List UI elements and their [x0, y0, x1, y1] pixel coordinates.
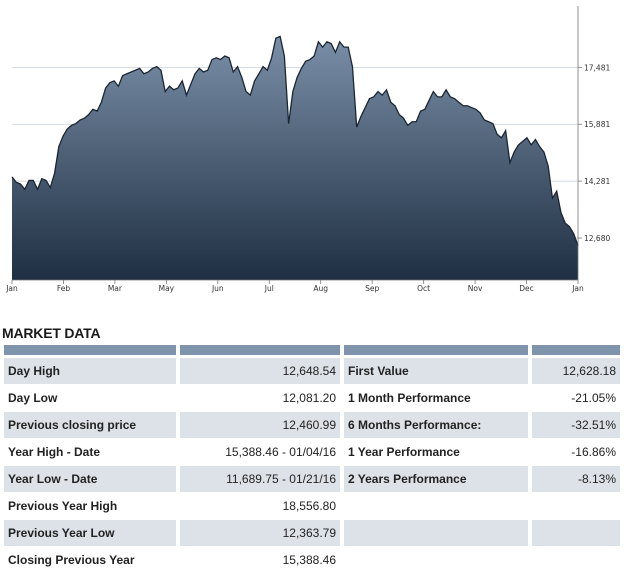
- row-value: 15,388.46 - 01/04/16: [180, 438, 340, 465]
- row-label: 1 Year Performance: [344, 438, 528, 465]
- x-tick-label: Jul: [264, 284, 274, 293]
- row-value: 12,628.18: [532, 357, 620, 384]
- row-value: -8.13%: [532, 465, 620, 492]
- row-label: 2 Years Performance: [344, 465, 528, 492]
- x-tick-label: Dec: [519, 284, 534, 293]
- y-tick-label: 15,881: [584, 120, 610, 129]
- market-data-title: MARKET DATA: [2, 325, 101, 341]
- price-chart-svg: 17,481 15,881 14,281 12,680 Jan Feb Mar May Jun J…: [5, 6, 610, 293]
- table-row: Year Low - Date 11,689.75 - 01/21/16 2 Yea…: [4, 465, 620, 492]
- table-row: Day Low 12,081.20 1 Month Performance -21.0…: [4, 384, 620, 411]
- row-value: -16.86%: [532, 438, 620, 465]
- table-row: Previous Year High 18,556.80: [4, 492, 620, 519]
- table-header-row: [4, 343, 620, 357]
- row-label: Year Low - Date: [4, 465, 176, 492]
- table-row: Previous Year Low 12,363.79: [4, 519, 620, 546]
- x-tick-label: Jan: [571, 284, 584, 293]
- row-label: [344, 492, 528, 519]
- row-label: Previous Year High: [4, 492, 176, 519]
- row-value: 11,689.75 - 01/21/16: [180, 465, 340, 492]
- header-bar: [180, 345, 340, 355]
- y-tick-label: 14,281: [584, 177, 610, 186]
- x-tick-label: Aug: [313, 284, 328, 293]
- row-value: [532, 546, 620, 573]
- x-tick-label: Sep: [365, 284, 379, 293]
- row-value: [532, 492, 620, 519]
- row-value: 12,460.99: [180, 411, 340, 438]
- y-tick-label: 12,680: [584, 234, 610, 243]
- row-value: [532, 519, 620, 546]
- row-label: Day High: [4, 357, 176, 384]
- row-label: [344, 519, 528, 546]
- header-bar: [344, 345, 528, 355]
- price-area: [12, 36, 578, 280]
- x-tick-label: Nov: [468, 284, 483, 293]
- header-bar: [532, 345, 620, 355]
- row-label: Previous Year Low: [4, 519, 176, 546]
- row-label: Year High - Date: [4, 438, 176, 465]
- table-row: Closing Previous Year 15,388.46: [4, 546, 620, 573]
- x-tick-label: Jan: [5, 284, 18, 293]
- x-tick-label: Jun: [211, 284, 224, 293]
- price-line: [11, 35, 579, 247]
- row-label: Previous closing price: [4, 411, 176, 438]
- row-value: -32.51%: [532, 411, 620, 438]
- row-label: First Value: [344, 357, 528, 384]
- header-bar: [4, 345, 176, 355]
- row-label: Closing Previous Year: [4, 546, 176, 573]
- price-chart: 17,481 15,881 14,281 12,680 Jan Feb Mar May Jun J…: [5, 6, 610, 293]
- row-value: 15,388.46: [180, 546, 340, 573]
- row-label: Day Low: [4, 384, 176, 411]
- row-label: [344, 546, 528, 573]
- x-tick-label: Oct: [417, 284, 430, 293]
- y-tick-label: 17,481: [584, 63, 610, 72]
- row-value: -21.05%: [532, 384, 620, 411]
- table-row: Previous closing price 12,460.99 6 Months …: [4, 411, 620, 438]
- table-row: Year High - Date 15,388.46 - 01/04/16 1 Ye…: [4, 438, 620, 465]
- row-value: 12,363.79: [180, 519, 340, 546]
- market-data-table: Day High 12,648.54 First Value 12,628.18 Day…: [0, 343, 624, 573]
- row-value: 12,081.20: [180, 384, 340, 411]
- row-value: 18,556.80: [180, 492, 340, 519]
- row-value: 12,648.54: [180, 357, 340, 384]
- x-tick-label: Mar: [108, 284, 123, 293]
- x-tick-label: Feb: [57, 284, 71, 293]
- row-label: 1 Month Performance: [344, 384, 528, 411]
- x-tick-label: May: [159, 284, 175, 293]
- table-row: Day High 12,648.54 First Value 12,628.18: [4, 357, 620, 384]
- row-label: 6 Months Performance:: [344, 411, 528, 438]
